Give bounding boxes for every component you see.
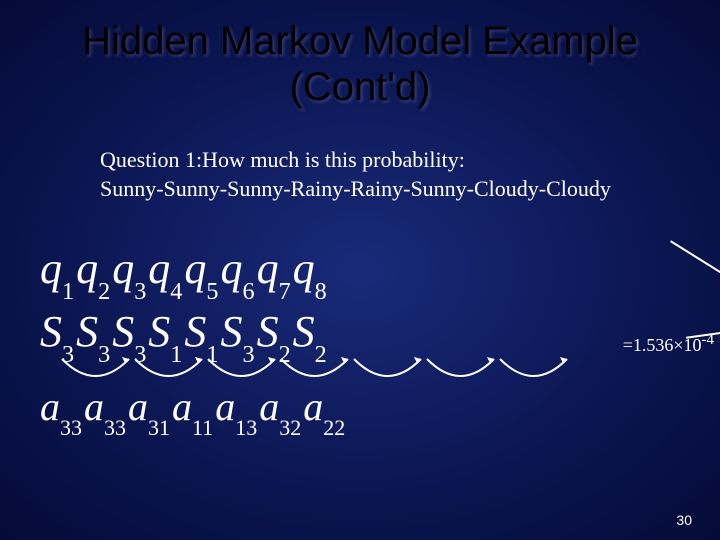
q-sequence-row: q1q2q3q4q5q6q7q8 [40,243,720,300]
q-term: q7 [257,243,291,300]
q-term: q2 [76,243,110,300]
question-line-1: Question 1:How much is this probability: [100,146,720,175]
slide-number: 30 [676,512,692,528]
math-area: q1q2q3q4q5q6q7q8 S3S3S3S1S1S3S2S2 =1.536… [0,243,720,435]
q-term: q5 [184,243,218,300]
title-line-2: (Cont'd) [289,65,430,109]
slide-title: Hidden Markov Model Example (Cont'd) [0,0,720,118]
q-term: q6 [220,243,254,300]
question-block: Question 1:How much is this probability:… [0,118,720,203]
transition-arcs [40,353,640,393]
q-term: q1 [40,243,74,300]
title-line-1: Hidden Markov Model Example [82,19,638,63]
q-term: q3 [112,243,146,300]
q-term: q8 [293,243,327,300]
q-term: q4 [148,243,182,300]
question-line-2: Sunny-Sunny-Sunny-Rainy-Rainy-Sunny-Clou… [100,175,720,204]
